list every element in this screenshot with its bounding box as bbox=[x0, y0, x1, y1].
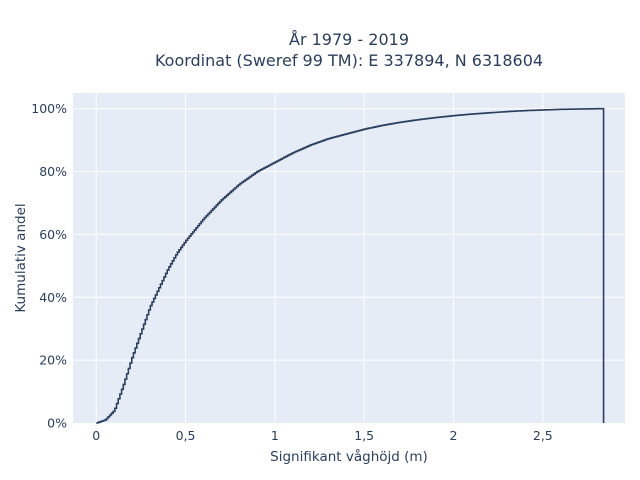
y-tick-label: 100% bbox=[31, 101, 67, 116]
y-tick-label: 40% bbox=[39, 290, 67, 305]
y-tick-labels: 0% 20% 40% 60% 80% 100% bbox=[31, 101, 67, 430]
chart-title-line-1: År 1979 - 2019 bbox=[289, 30, 409, 49]
y-grid bbox=[73, 108, 625, 361]
y-tick-label: 60% bbox=[39, 227, 67, 242]
x-tick-label: 1,5 bbox=[354, 428, 374, 443]
chart-title-line-2: Koordinat (Sweref 99 TM): E 337894, N 63… bbox=[155, 51, 543, 70]
series-line bbox=[96, 107, 605, 424]
y-tick-label: 20% bbox=[39, 353, 67, 368]
x-grid bbox=[95, 93, 544, 423]
y-tick-label: 80% bbox=[39, 164, 67, 179]
y-tick-label: 0% bbox=[47, 416, 67, 431]
y-axis-title: Kumulativ andel bbox=[13, 203, 29, 312]
x-tick-labels: 0 0,5 1 1,5 2 2,5 bbox=[92, 428, 553, 443]
x-tick-label: 0 bbox=[92, 428, 100, 443]
x-tick-label: 2,5 bbox=[533, 428, 553, 443]
x-tick-label: 2 bbox=[450, 428, 458, 443]
x-tick-label: 1 bbox=[271, 428, 279, 443]
x-axis-title: Signifikant våghöjd (m) bbox=[270, 448, 428, 465]
x-tick-label: 0,5 bbox=[176, 428, 196, 443]
plot-area bbox=[73, 93, 625, 423]
